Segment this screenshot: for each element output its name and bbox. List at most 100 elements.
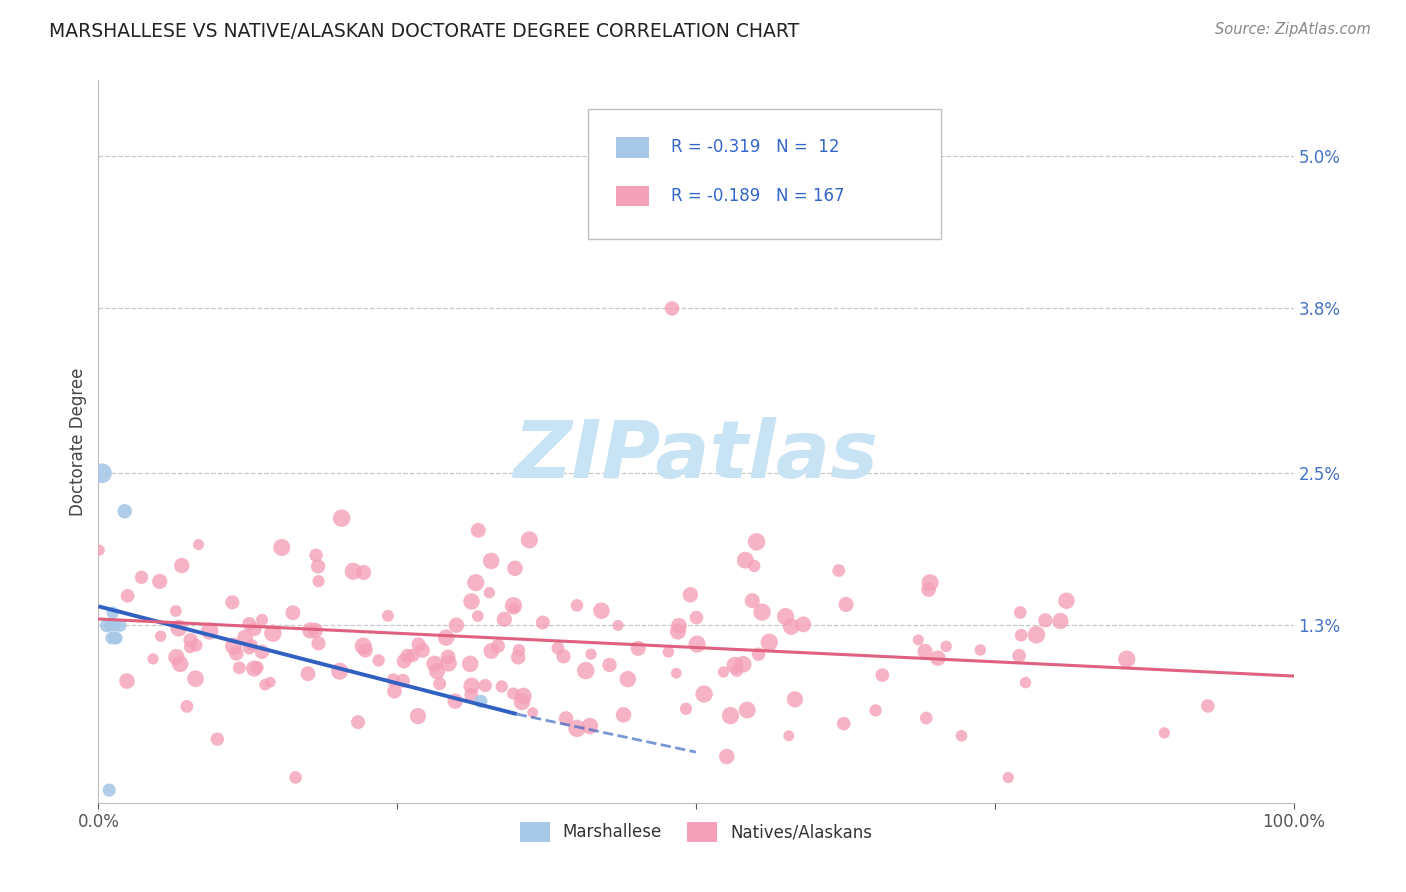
Point — [246, 660, 269, 674]
Point — [612, 707, 634, 722]
Point — [238, 616, 260, 631]
Point — [347, 715, 370, 730]
Point — [1049, 614, 1071, 628]
Point — [401, 648, 423, 663]
Point — [780, 619, 803, 633]
Point — [1010, 628, 1032, 642]
Point — [149, 629, 172, 643]
Point — [426, 664, 449, 678]
Point — [758, 635, 780, 649]
Point — [470, 694, 492, 708]
Point — [661, 301, 683, 316]
Point — [1014, 675, 1036, 690]
Point — [494, 612, 516, 626]
Point — [238, 640, 260, 655]
Point — [281, 606, 304, 620]
Point — [307, 559, 329, 574]
Point — [502, 686, 524, 700]
Point — [915, 711, 938, 725]
Point — [176, 699, 198, 714]
Point — [284, 771, 307, 785]
Point — [747, 647, 769, 661]
Point — [165, 604, 187, 618]
Point — [396, 648, 419, 663]
Point — [547, 641, 569, 656]
Point — [716, 749, 738, 764]
Point — [1056, 594, 1078, 608]
Point — [742, 558, 765, 573]
Point — [299, 624, 322, 638]
Point — [828, 564, 851, 578]
Point — [423, 657, 446, 671]
Point — [668, 619, 690, 633]
Point — [100, 631, 122, 645]
Point — [304, 624, 326, 638]
Point — [444, 694, 467, 708]
Point — [783, 692, 806, 706]
Point — [502, 599, 524, 613]
Point — [170, 558, 193, 573]
Text: Source: ZipAtlas.com: Source: ZipAtlas.com — [1215, 22, 1371, 37]
Point — [508, 650, 530, 665]
Point — [927, 651, 949, 665]
Point — [115, 674, 138, 689]
Point — [297, 666, 319, 681]
Point — [114, 504, 136, 518]
Point — [89, 543, 111, 558]
Point — [491, 680, 513, 694]
Point — [685, 610, 707, 624]
Point — [666, 624, 689, 639]
Point — [872, 668, 894, 682]
Point — [657, 645, 679, 659]
Point — [733, 657, 755, 672]
Point — [384, 684, 406, 698]
Point — [751, 605, 773, 619]
Point — [531, 615, 554, 630]
Point — [342, 564, 364, 578]
Point — [262, 626, 284, 640]
Point — [1010, 606, 1032, 620]
Text: R = -0.189   N = 167: R = -0.189 N = 167 — [671, 187, 845, 205]
Point — [479, 644, 502, 658]
Point — [169, 657, 191, 671]
Point — [98, 618, 122, 632]
Point — [579, 647, 602, 661]
Point — [486, 639, 509, 653]
Point — [308, 574, 330, 589]
Point — [508, 643, 530, 657]
Point — [828, 187, 851, 202]
Point — [437, 650, 460, 665]
Point — [865, 703, 887, 717]
Point — [950, 729, 973, 743]
Point — [745, 534, 768, 549]
Point — [510, 695, 533, 709]
FancyBboxPatch shape — [589, 109, 941, 239]
Point — [179, 640, 201, 654]
Point — [330, 511, 353, 525]
Point — [503, 561, 526, 575]
Point — [108, 618, 131, 632]
Point — [117, 589, 139, 603]
Point — [167, 621, 190, 635]
Text: MARSHALLESE VS NATIVE/ALASKAN DOCTORATE DEGREE CORRELATION CHART: MARSHALLESE VS NATIVE/ALASKAN DOCTORATE … — [49, 22, 800, 41]
Point — [555, 711, 578, 725]
Point — [142, 652, 165, 666]
Point — [243, 622, 266, 636]
Point — [512, 689, 534, 703]
Point — [693, 687, 716, 701]
Point — [184, 672, 207, 686]
Point — [478, 585, 501, 599]
Point — [479, 554, 502, 568]
Point — [460, 679, 482, 693]
Point — [724, 658, 747, 673]
Point — [131, 570, 153, 584]
Point — [243, 661, 266, 675]
Point — [467, 524, 489, 538]
Point — [250, 645, 273, 659]
Point — [250, 613, 273, 627]
Point — [579, 719, 602, 733]
Point — [565, 599, 588, 613]
Point — [259, 675, 281, 690]
Point — [437, 657, 460, 671]
Point — [1197, 698, 1219, 713]
